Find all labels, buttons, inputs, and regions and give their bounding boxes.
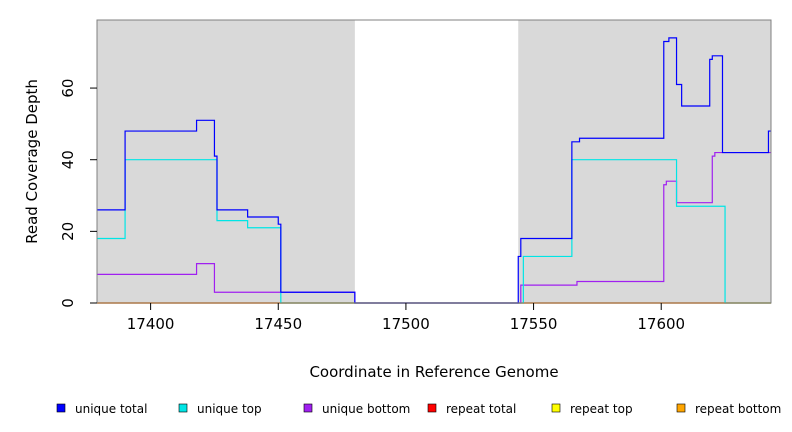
legend-label: unique bottom — [322, 402, 410, 416]
legend-swatch — [427, 403, 437, 413]
legend-label: repeat top — [570, 402, 633, 416]
legend-label: unique top — [197, 402, 262, 416]
shaded-region-2 — [518, 20, 771, 303]
x-tick-label: 17400 — [127, 315, 175, 333]
shaded-region-1 — [97, 20, 355, 303]
shaded-regions — [97, 20, 771, 303]
y-axis: 0 20 40 60 — [59, 79, 97, 308]
legend: unique total unique top unique bottom repea… — [56, 402, 781, 416]
legend-label: repeat total — [446, 402, 516, 416]
plot-frame — [96, 19, 772, 304]
legend-item-repeat-total: repeat total — [427, 402, 516, 416]
x-tick-label: 17450 — [254, 315, 302, 333]
x-axis-title: Coordinate in Reference Genome — [309, 363, 558, 381]
legend-swatch — [56, 403, 66, 413]
x-tick-label: 17600 — [637, 315, 685, 333]
series-line-unique-bottom — [97, 151, 771, 304]
x-tick-label: 17500 — [382, 315, 430, 333]
legend-swatch — [178, 403, 188, 413]
y-tick-label: 60 — [59, 79, 77, 98]
series-line-unique-total — [97, 37, 771, 304]
legend-swatch — [551, 403, 561, 413]
y-axis-title: Read Coverage Depth — [23, 79, 41, 244]
x-axis: 17400 17450 17500 17550 17600 — [127, 303, 685, 333]
y-tick-label: 0 — [59, 298, 77, 308]
legend-label: unique total — [75, 402, 147, 416]
x-tick-label: 17550 — [510, 315, 558, 333]
y-tick-label: 20 — [59, 222, 77, 241]
legend-item-unique-top: unique top — [178, 402, 262, 416]
legend-swatch — [303, 403, 313, 413]
legend-item-unique-total: unique total — [56, 402, 147, 416]
y-tick-label: 40 — [59, 150, 77, 169]
legend-item-repeat-top: repeat top — [551, 402, 633, 416]
legend-item-repeat-bottom: repeat bottom — [676, 402, 781, 416]
legend-item-unique-bottom: unique bottom — [303, 402, 410, 416]
legend-label: repeat bottom — [695, 402, 781, 416]
legend-swatch — [676, 403, 686, 413]
